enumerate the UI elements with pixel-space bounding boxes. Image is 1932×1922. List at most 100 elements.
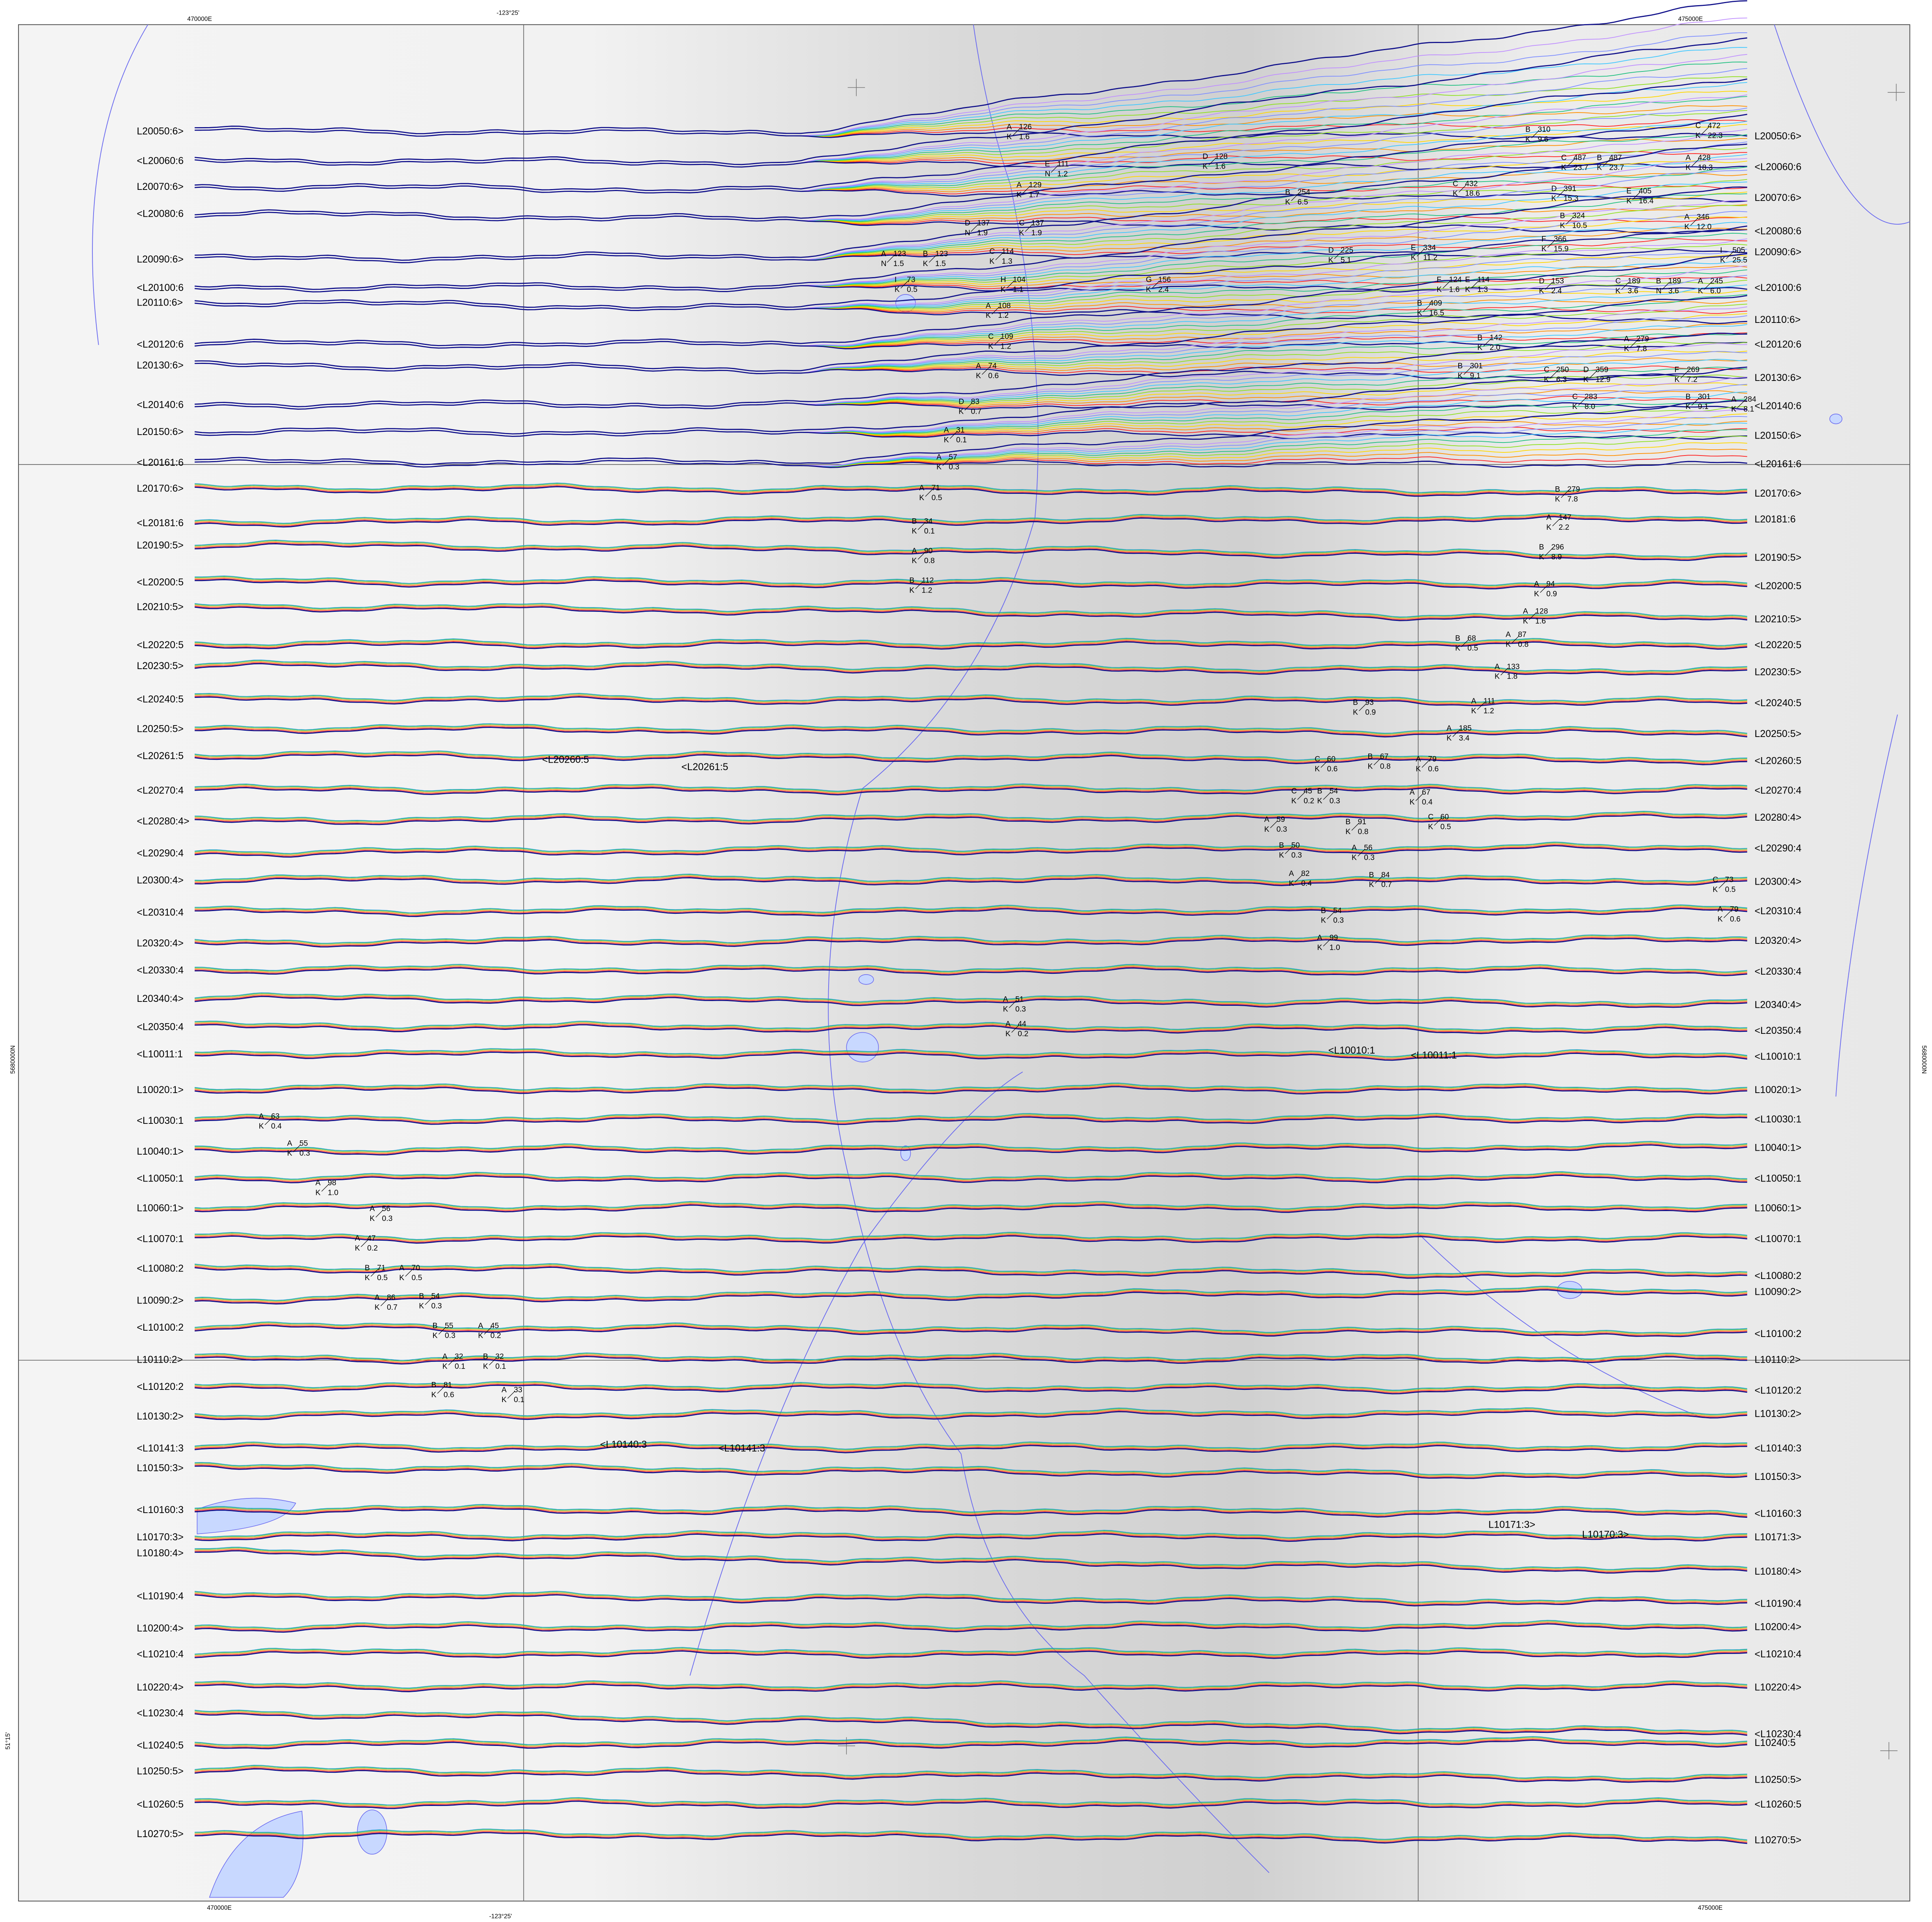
line-label-right: <L10260:5 [1755, 1799, 1802, 1810]
anomaly-conductance: 472 [1708, 122, 1720, 130]
anomaly-depth: 1.5 [893, 259, 904, 268]
anomaly-qualifier: K [958, 407, 964, 416]
anomaly-conductance: 334 [1423, 244, 1436, 252]
anomaly-code: C [1615, 277, 1621, 285]
line-label-left: <L20220:5 [137, 639, 184, 651]
anomaly-qualifier: K [315, 1189, 321, 1197]
anomaly-code: A [1005, 1020, 1011, 1028]
anomaly-code: B [1555, 485, 1560, 493]
line-label-right: <L20120:6 [1755, 339, 1802, 350]
anomaly-depth: 0.7 [387, 1303, 398, 1312]
anomaly-depth: 0.1 [495, 1362, 506, 1371]
anomaly-conductance: 156 [1158, 276, 1171, 284]
line-label-right: <L20060:6 [1755, 161, 1802, 173]
anomaly-depth: 0.5 [907, 285, 917, 294]
anomaly-depth: 1.2 [998, 311, 1009, 320]
anomaly-depth: 1.9 [977, 229, 988, 237]
anomaly-conductance: 189 [1668, 277, 1681, 285]
anomaly-conductance: 44 [1018, 1020, 1026, 1028]
anomaly-code: A [1289, 869, 1294, 878]
anomaly-qualifier: N [965, 229, 970, 237]
anomaly-depth: 0.1 [924, 527, 935, 535]
anomaly-qualifier: K [1713, 885, 1718, 894]
anomaly-code: B [1345, 818, 1351, 826]
line-label-mid: <L20260:5 [542, 754, 589, 765]
anomaly-code: A [1264, 815, 1269, 824]
anomaly-conductance: 147 [1559, 513, 1571, 522]
line-label-right: L10270:5> [1755, 1835, 1802, 1846]
line-label-right: <L10100:2 [1755, 1328, 1802, 1339]
anomaly-conductance: 71 [377, 1264, 386, 1272]
anomaly-qualifier: K [1561, 163, 1566, 172]
anomaly-code: D [1328, 246, 1334, 255]
anomaly-code: A [1446, 724, 1452, 733]
line-label-right: <L20200:5 [1755, 580, 1802, 591]
anomaly-qualifier: K [1007, 133, 1012, 141]
line-label-right: <L20310:4 [1755, 906, 1802, 917]
anomaly-conductance: 111 [1484, 697, 1495, 705]
line-label-left: L10220:4> [137, 1682, 184, 1693]
anomaly-depth: 0.2 [1018, 1029, 1028, 1038]
anomaly-conductance: 487 [1574, 154, 1586, 162]
anomaly-code: C [1561, 154, 1567, 162]
anomaly-code: A [1546, 513, 1551, 522]
anomaly-conductance: 74 [988, 362, 997, 370]
anomaly-qualifier: K [287, 1149, 292, 1158]
anomaly-conductance: 114 [1002, 247, 1014, 256]
anomaly-code: A [944, 426, 949, 435]
anomaly-conductance: 47 [367, 1234, 376, 1243]
anomaly-code: A [315, 1179, 321, 1187]
anomaly-qualifier: K [1369, 880, 1374, 889]
anomaly-conductance: 391 [1564, 184, 1576, 193]
anomaly-code: B [1457, 362, 1463, 370]
anomaly-depth: 23.7 [1609, 163, 1624, 172]
anomaly-qualifier: K [355, 1244, 360, 1253]
anomaly-code: D [1539, 277, 1544, 285]
anomaly-code: F [1675, 366, 1679, 374]
anomaly-conductance: 109 [1000, 332, 1013, 341]
anomaly-depth: 0.1 [956, 435, 967, 444]
anomaly-conductance: 54 [1330, 787, 1338, 795]
line-label-right: L20300:4> [1755, 876, 1802, 887]
line-label-left: <L10011:1 [137, 1048, 183, 1059]
anomaly-conductance: 81 [444, 1380, 452, 1389]
anomaly-conductance: 32 [495, 1352, 504, 1361]
anomaly-qualifier: K [1289, 879, 1294, 888]
line-label-left: L20190:5> [137, 540, 184, 551]
anomaly-conductance: 142 [1489, 333, 1502, 342]
line-label-right: <L20330:4 [1755, 966, 1802, 977]
line-label-right: L10060:1> [1755, 1202, 1802, 1213]
line-label-right: L10110:2> [1755, 1354, 1801, 1365]
anomaly-code: A [919, 484, 924, 492]
anomaly-qualifier: K [1626, 197, 1632, 205]
anomaly-qualifier: K [1731, 405, 1736, 413]
anomaly-qualifier: K [1003, 1005, 1008, 1013]
anomaly-qualifier: K [1477, 343, 1482, 352]
anomaly-code: B [431, 1380, 436, 1389]
line-label-right: L20210:5> [1755, 614, 1802, 625]
anomaly-qualifier: K [976, 371, 981, 380]
anomaly-depth: 0.2 [367, 1244, 378, 1253]
anomaly-qualifier: K [1495, 672, 1500, 681]
anomaly-code: C [1713, 876, 1718, 884]
anomaly-qualifier: K [1453, 189, 1458, 198]
anomaly-code: B [1597, 154, 1602, 162]
anomaly-depth: 0.5 [1467, 644, 1478, 653]
anomaly-qualifier: K [431, 1390, 436, 1399]
anomaly-code: F [1437, 276, 1441, 284]
anomaly-conductance: 60 [1441, 813, 1449, 821]
anomaly-conductance: 310 [1538, 125, 1550, 134]
anomaly-conductance: 487 [1609, 154, 1622, 162]
anomaly-code: C [1315, 755, 1320, 763]
anomaly-depth: 9.1 [1698, 402, 1709, 411]
anomaly-code: A [1017, 180, 1022, 189]
anomaly-depth: 1.2 [1057, 169, 1068, 178]
page: { "coords": {"top_left_e": "470000E", "t… [0, 0, 1932, 1922]
anomaly-code: E [1045, 159, 1050, 168]
anomaly-code: A [1624, 335, 1629, 343]
anomaly-depth: 12.0 [1697, 223, 1712, 231]
anomaly-code: E [1626, 187, 1632, 195]
anomaly-qualifier: K [1675, 375, 1680, 384]
line-label-right: L20150:6> [1755, 430, 1802, 441]
anomaly-depth: 1.5 [935, 259, 946, 268]
